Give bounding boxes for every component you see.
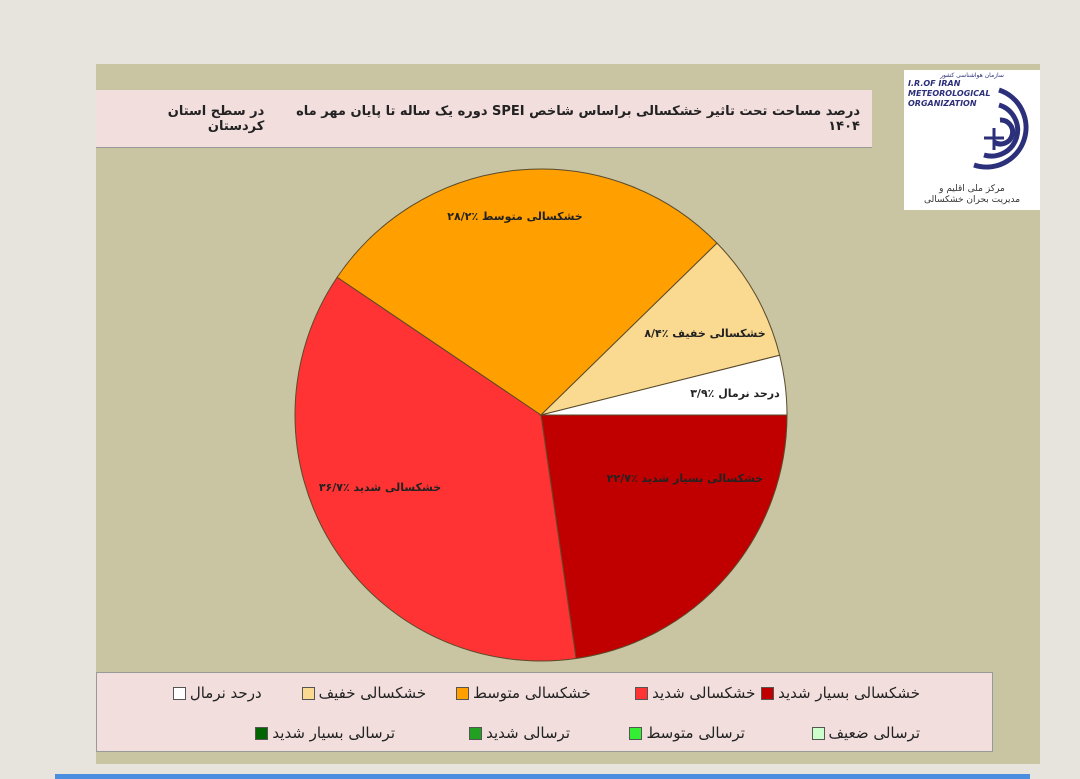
logo: سازمان هواشناسی کشور I.R.OF IRAN METEORO… [904, 70, 1040, 210]
legend-item: ترسالی متوسط [570, 724, 745, 742]
logo-emblem-icon [973, 87, 1029, 170]
legend-swatch [172, 686, 186, 700]
region-label: در سطح استان کردستان [167, 103, 265, 134]
legend-item: ترسالی شدید [395, 724, 570, 742]
pie-slice [540, 414, 788, 660]
logo-text: ORGANIZATION [908, 99, 977, 108]
legend-swatch [455, 686, 469, 700]
slice-label: خشکسالی بسیار شدید ٪۲۲/۷ [607, 472, 763, 485]
legend-item: خشکسالی شدید [591, 684, 756, 702]
legend-item: خشکسالی متوسط [426, 684, 591, 702]
bottom-bar [55, 774, 1030, 779]
pie-slice [336, 168, 718, 416]
legend-item: خشکسالی بسیار شدید [755, 684, 920, 702]
legend-label: خشکسالی متوسط [472, 684, 591, 702]
legend-label: خشکسالی شدید [652, 684, 756, 702]
pie-slice [539, 242, 781, 416]
legend-item: خشکسالی خفیف [262, 684, 427, 702]
legend-item: ترسالی بسیار شدید [220, 724, 395, 742]
pie-slice [294, 276, 577, 662]
legend-swatch [629, 726, 643, 740]
legend-swatch [469, 726, 483, 740]
logo-text: سازمان هواشناسی کشور [940, 72, 1004, 79]
legend-swatch [761, 686, 775, 700]
pie-slice [540, 354, 788, 416]
slice-label: درحد نرمال ٪۳/۹ [690, 387, 780, 400]
logo-text: مدیریت بحران خشکسالی [923, 195, 1021, 205]
legend: خشکسالی بسیار شدید خشکسالی شدید خشکسالی مت… [96, 672, 993, 752]
legend-item: درحد نرمال [97, 684, 262, 702]
legend-swatch [301, 686, 315, 700]
legend-swatch [635, 686, 649, 700]
legend-label: خشکسالی بسیار شدید [778, 684, 920, 702]
legend-swatch [811, 726, 825, 740]
slice-label: خشکسالی خفیف ٪۸/۴ [644, 327, 765, 340]
title-bar: درصد مساحت تحت تاثیر خشکسالی براساس شاخص… [96, 90, 872, 148]
legend-label: ترسالی ضعیف [828, 724, 920, 742]
legend-label: خشکسالی خفیف [318, 684, 427, 702]
chart-title: درصد مساحت تحت تاثیر خشکسالی براساس شاخص… [296, 103, 860, 134]
logo-text: مرکز ملی اقلیم و [939, 184, 1005, 194]
logo-text: METEOROLOGICAL [908, 89, 991, 98]
legend-label: درحد نرمال [189, 684, 262, 702]
legend-swatch [255, 726, 269, 740]
legend-label: ترسالی متوسط [646, 724, 745, 742]
legend-item: ترسالی ضعیف [745, 724, 920, 742]
logo-text: I.R.OF IRAN [908, 79, 961, 88]
slice-label: خشکسالی شدید ٪۳۶/۷ [319, 481, 441, 494]
legend-label: ترسالی شدید [486, 724, 570, 742]
legend-label: ترسالی بسیار شدید [272, 724, 395, 742]
slice-label: خشکسالی متوسط ٪۲۸/۲ [447, 210, 582, 223]
